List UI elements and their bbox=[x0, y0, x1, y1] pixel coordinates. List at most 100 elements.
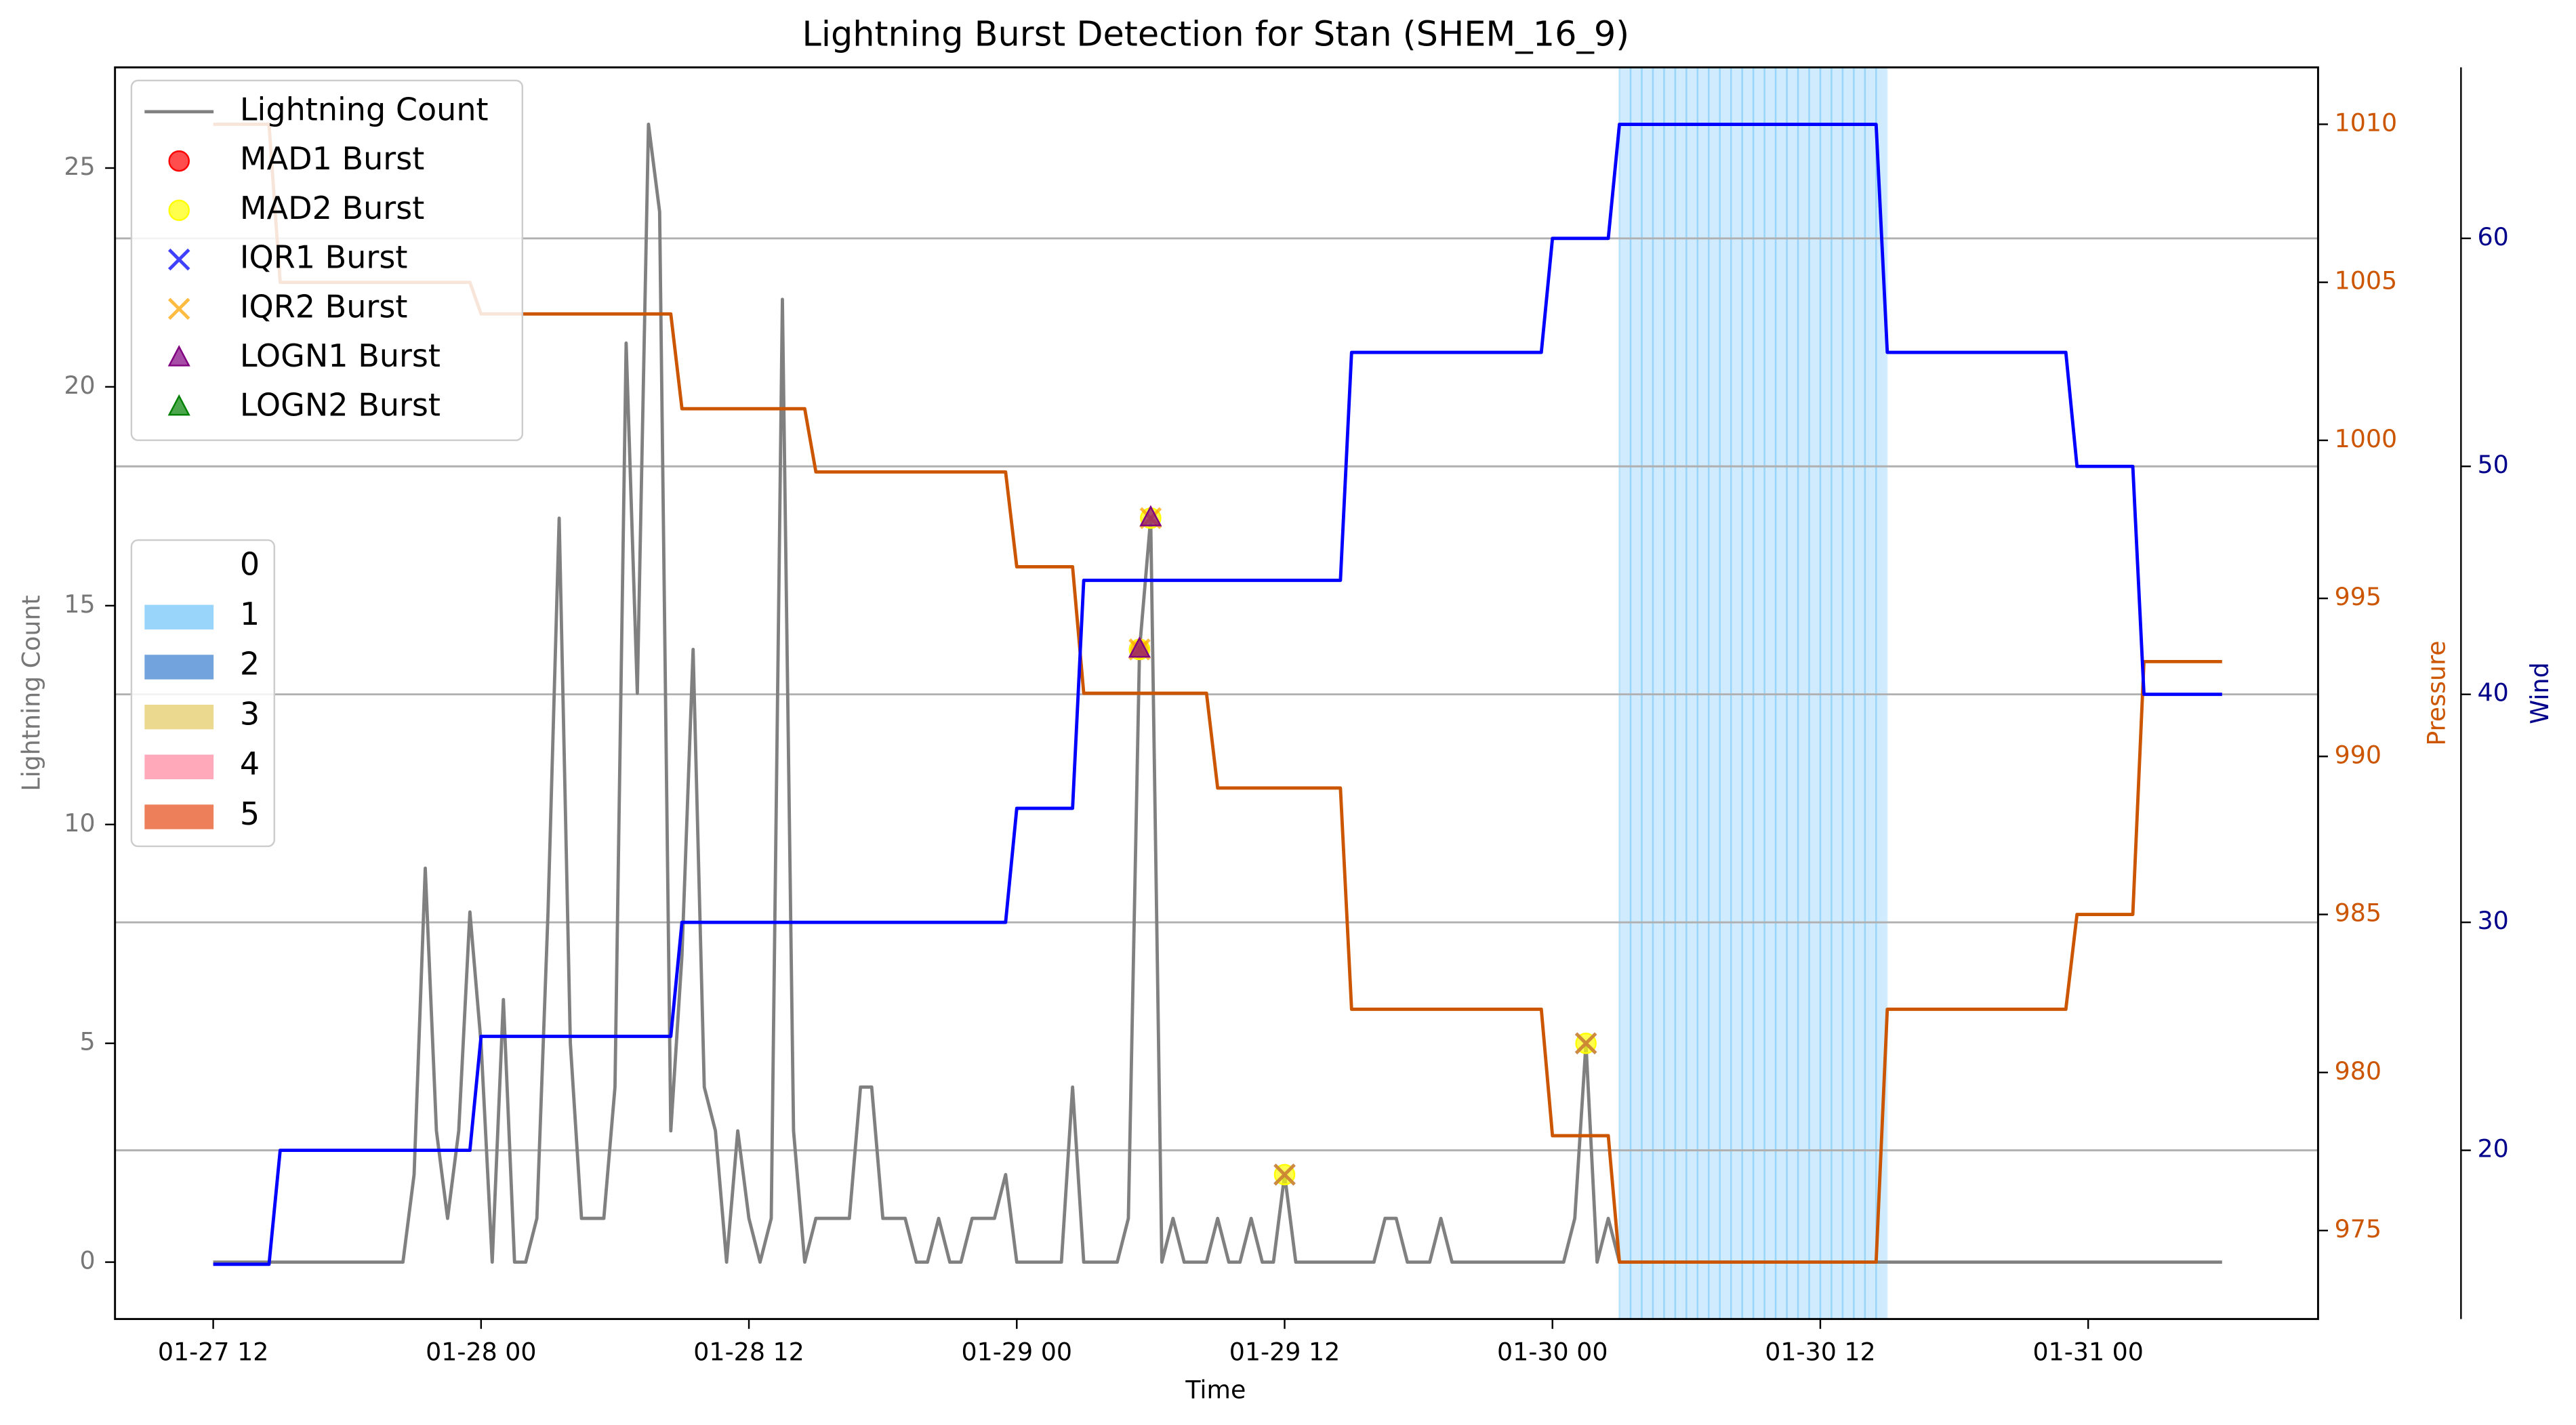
shading-band bbox=[592, 66, 605, 1320]
shading-band bbox=[1217, 66, 1230, 1320]
shading-band bbox=[804, 66, 817, 1320]
legend-swatch bbox=[167, 345, 190, 367]
shading-band bbox=[815, 66, 828, 1320]
y-axis-label: Lightning Count bbox=[16, 595, 45, 791]
x-tick-label: 01-28 00 bbox=[426, 1338, 536, 1367]
shading-band bbox=[748, 66, 761, 1320]
shading-band bbox=[1294, 66, 1308, 1320]
shading-band bbox=[1551, 66, 1565, 1320]
shading-band bbox=[2221, 66, 2234, 1320]
shading-band bbox=[994, 66, 1007, 1320]
shading-band bbox=[826, 66, 840, 1320]
shading-band bbox=[926, 66, 940, 1320]
shading-band bbox=[1317, 66, 1330, 1320]
shading-band bbox=[2020, 66, 2034, 1320]
shading-band bbox=[915, 66, 928, 1320]
class-label: 0 bbox=[240, 545, 260, 582]
pressure-tick-label: 990 bbox=[2335, 740, 2381, 769]
shading-band bbox=[2053, 66, 2067, 1320]
shading-band bbox=[1284, 66, 1297, 1320]
class-swatch bbox=[144, 754, 214, 780]
shading-band bbox=[882, 66, 895, 1320]
shading-band bbox=[1864, 66, 1877, 1320]
wind-tick-label: 20 bbox=[2478, 1134, 2509, 1163]
x-tick-label: 01-29 12 bbox=[1229, 1338, 1340, 1367]
shading-band bbox=[1641, 66, 1654, 1320]
shading-band bbox=[1496, 66, 1509, 1320]
shading-band bbox=[1507, 66, 1520, 1320]
shading-band bbox=[1663, 66, 1677, 1320]
shading-band bbox=[1250, 66, 1263, 1320]
shading-band bbox=[1719, 66, 1732, 1320]
shading-band bbox=[1853, 66, 1866, 1320]
shading-band bbox=[1685, 66, 1699, 1320]
shading-band bbox=[837, 66, 851, 1320]
shading-band bbox=[1518, 66, 1532, 1320]
legend-swatch bbox=[167, 248, 190, 271]
pressure-tick-label: 995 bbox=[2335, 582, 2381, 611]
wind-tick-label: 40 bbox=[2478, 678, 2509, 707]
shading-band bbox=[558, 66, 571, 1320]
burst-marker bbox=[1273, 1163, 1296, 1186]
shading-band bbox=[1596, 66, 1610, 1320]
shading-band bbox=[1786, 66, 1799, 1320]
legend-label: Lightning Count bbox=[240, 91, 489, 127]
shading-band bbox=[1049, 66, 1063, 1320]
wind-tick-label: 60 bbox=[2478, 222, 2509, 251]
shading-band bbox=[1808, 66, 1822, 1320]
plot-frame bbox=[114, 66, 2319, 1321]
class-label: 5 bbox=[240, 796, 260, 832]
shading-band bbox=[1462, 66, 1475, 1320]
shading-band bbox=[849, 66, 861, 1320]
legend-swatch bbox=[168, 150, 190, 172]
class-swatch bbox=[144, 655, 214, 680]
shading-band bbox=[982, 66, 996, 1320]
shading-band bbox=[1831, 66, 1844, 1320]
legend-label: MAD1 Burst bbox=[240, 140, 424, 177]
shading-band bbox=[2031, 66, 2045, 1320]
shading-band bbox=[1730, 66, 1743, 1320]
legend-label: MAD2 Burst bbox=[240, 190, 424, 226]
shading-band bbox=[1417, 66, 1431, 1320]
shading-band bbox=[1395, 66, 1408, 1320]
burst-marker bbox=[1128, 636, 1151, 658]
shading-band bbox=[2065, 66, 2078, 1320]
class-swatch bbox=[144, 604, 214, 629]
class-label: 4 bbox=[240, 745, 260, 782]
shading-band bbox=[1429, 66, 1442, 1320]
shading-band bbox=[1629, 66, 1643, 1320]
shading-band bbox=[670, 66, 683, 1320]
legend-label: IQR2 Burst bbox=[240, 288, 408, 325]
shading-band bbox=[1841, 66, 1855, 1320]
shading-band bbox=[1752, 66, 1765, 1320]
shading-band bbox=[1362, 66, 1375, 1320]
shading-band bbox=[1898, 66, 1910, 1320]
shading-band bbox=[1038, 66, 1051, 1320]
shading-band bbox=[1306, 66, 1320, 1320]
class-label: 3 bbox=[240, 695, 260, 732]
y-tick-label: 25 bbox=[64, 152, 95, 181]
pressure-axis-label: Pressure bbox=[2421, 640, 2451, 745]
shading-band bbox=[1384, 66, 1397, 1320]
shading-band bbox=[1607, 66, 1620, 1320]
pressure-tick-label: 1000 bbox=[2335, 424, 2398, 453]
burst-marker bbox=[1139, 505, 1162, 526]
shading-band bbox=[2087, 66, 2100, 1320]
shading-band bbox=[580, 66, 594, 1320]
y-tick-label: 20 bbox=[64, 371, 95, 400]
shading-band bbox=[2076, 66, 2089, 1320]
shading-band bbox=[1439, 66, 1453, 1320]
x-axis-label: Time bbox=[1185, 1375, 1246, 1404]
legend-swatch bbox=[167, 394, 190, 416]
shading-band bbox=[1473, 66, 1487, 1320]
y-tick-label: 10 bbox=[64, 808, 95, 838]
x-tick-label: 01-27 12 bbox=[158, 1338, 268, 1367]
shading-band bbox=[2009, 66, 2022, 1320]
wind-tick-label: 30 bbox=[2478, 906, 2509, 935]
shading-band bbox=[1741, 66, 1755, 1320]
shading-band bbox=[1027, 66, 1040, 1320]
y-tick-label: 5 bbox=[79, 1027, 95, 1056]
shading-band bbox=[2109, 66, 2123, 1320]
